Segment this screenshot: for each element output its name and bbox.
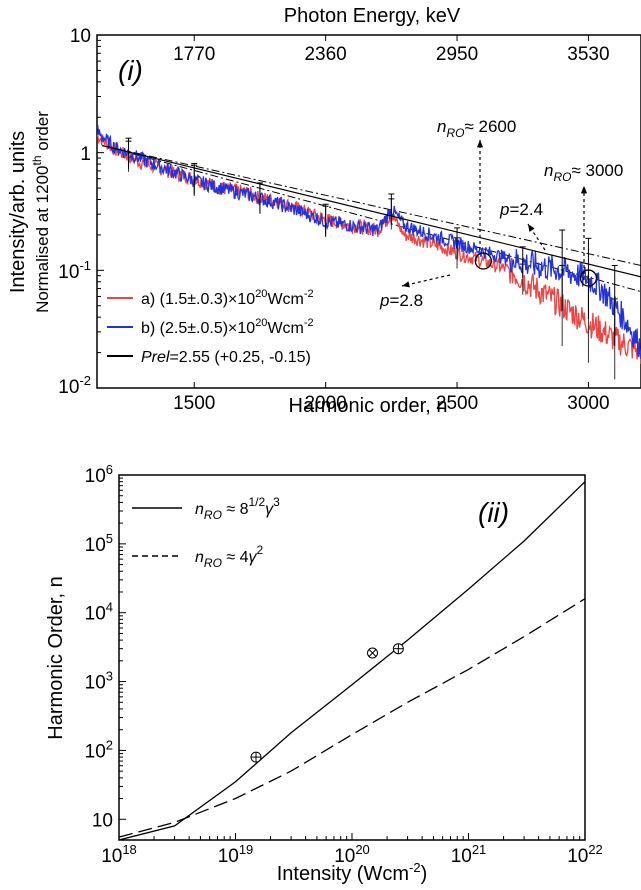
- arrow-head: [402, 281, 410, 288]
- x-tick-label: 3000: [567, 393, 609, 414]
- series-solid-line: [118, 481, 586, 841]
- y-tick-label: 10-1: [58, 258, 91, 283]
- legend-label-dashed: nRO ≈ 4γ2: [195, 543, 263, 570]
- x-tick-label: 1020: [334, 842, 370, 867]
- top-tick-label: 1770: [173, 44, 215, 65]
- series-a-line: [97, 134, 641, 364]
- annotation-text: p=2.8: [379, 291, 423, 310]
- annotation-arrows: [401, 140, 588, 288]
- legend-label-prel: Prel=2.55 (+0.25, -0.15): [141, 349, 311, 366]
- x-tick-label: 2500: [436, 393, 478, 414]
- y-tick-label: 106: [85, 462, 113, 487]
- data-point: [392, 643, 404, 655]
- annotation-text: nRO≈ 2600: [437, 117, 516, 140]
- fit-line: [102, 145, 641, 266]
- y-axis-ticks: 10 1 10-1 10-2: [58, 26, 104, 398]
- panel-i-frame: [96, 34, 641, 389]
- annotation-text: nRO≈ 3000: [544, 161, 623, 184]
- y-tick-label: 10-2: [58, 373, 91, 398]
- x-axis-title: Intensity (Wcm-2): [277, 860, 427, 885]
- legend-label-solid: nRO ≈ 81/2γ3: [195, 495, 280, 522]
- y-axis-title: Harmonic Order, n: [45, 576, 67, 739]
- y-axis-title-2: Normalised at 1200th order: [30, 111, 52, 313]
- y-tick-label: 102: [85, 737, 113, 762]
- top-tick-label: 3530: [567, 44, 609, 65]
- panel-ii-label: (ii): [478, 497, 509, 528]
- arrow-head: [476, 140, 484, 148]
- y-tick-label: 10: [92, 810, 113, 831]
- x-tick-label: 2000: [304, 393, 346, 414]
- x-axis-ticks: 1018 1019 1020 1021 1022: [101, 833, 603, 867]
- arrow-head: [580, 186, 588, 194]
- y-tick-label: 105: [85, 531, 113, 556]
- x-axis-ticks: 1500 2000 2500 3000: [173, 382, 610, 414]
- legend-label-b: b) (2.5±.0.5)×1020Wcm-2: [141, 317, 314, 337]
- y-tick-label: 104: [85, 600, 113, 625]
- fit-line: [102, 145, 641, 293]
- panel-ii-frame: [118, 474, 586, 841]
- series-b-line: [97, 124, 641, 360]
- nro-marker: [579, 269, 598, 287]
- data-point: [367, 647, 379, 659]
- annotation-nro-3000: nRO≈ 3000: [544, 161, 623, 184]
- legend-panel-i: a) (1.5±.0.3)×1020Wcm-2 b) (2.5±.0.5)×10…: [107, 288, 314, 366]
- panel-i-label: (i): [118, 55, 143, 86]
- arrow-head: [528, 224, 535, 232]
- y-tick-label: 1: [80, 144, 91, 165]
- y-axis-title: Intensity/arb. units: [7, 131, 29, 293]
- y-axis-ticks: 10 102 103 104 105 106: [85, 462, 126, 831]
- x-tick-label: 1019: [218, 842, 254, 867]
- nro-marker: [474, 252, 492, 270]
- panel-i: (i) Photon Energy, keV 1770 2360 2950 3530 …: [7, 5, 641, 417]
- top-tick-label: 2950: [436, 44, 478, 65]
- panel-ii: (ii) 1018 1019 1020 1021 1022 10 102 103 104 105…: [45, 462, 603, 885]
- x-axis-title: Harmonic order, n: [289, 395, 448, 417]
- annotation-nro-2600: nRO≈ 2600: [437, 117, 516, 140]
- y-tick-label: 103: [85, 669, 113, 694]
- x-tick-label: 1500: [173, 393, 215, 414]
- annotation-p28: p=2.8: [379, 291, 423, 310]
- top-axis-title: Photon Energy, keV: [284, 5, 461, 27]
- legend-panel-ii: nRO ≈ 81/2γ3 nRO ≈ 4γ2: [132, 495, 280, 570]
- annotation-p24: p=2.4: [499, 200, 543, 219]
- top-tick-label: 2360: [304, 44, 346, 65]
- data-point-cross: [368, 649, 377, 657]
- x-tick-label: 1022: [567, 842, 603, 867]
- legend-label-a: a) (1.5±.0.3)×1020Wcm-2: [141, 288, 314, 308]
- data-point: [250, 751, 262, 763]
- annotation-text: p=2.4: [499, 200, 543, 219]
- series-dashed-line: [118, 598, 586, 838]
- series-prel-line: [102, 144, 641, 278]
- y-tick-label: 10: [70, 26, 91, 47]
- arrow-line: [401, 274, 451, 287]
- x-tick-label: 1018: [101, 842, 137, 867]
- x-tick-label: 1021: [451, 842, 487, 867]
- top-axis-ticks: 1770 2360 2950 3530: [173, 35, 610, 65]
